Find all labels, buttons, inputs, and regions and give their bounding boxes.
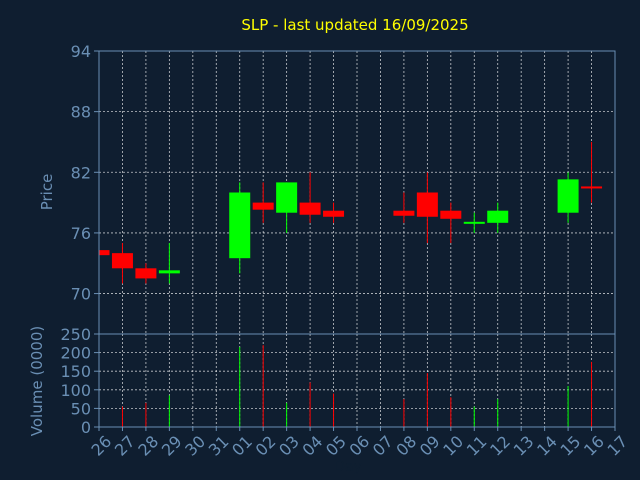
- price-tick-label: 76: [71, 224, 91, 243]
- candle-body: [276, 182, 298, 213]
- volume-tick-label: 100: [60, 381, 91, 400]
- candle-body: [99, 250, 110, 256]
- candle-08: [393, 192, 415, 223]
- candle-body: [135, 268, 157, 279]
- price-y-ticks: 70 76 82 88 94: [71, 42, 99, 304]
- candle-body: [158, 270, 180, 274]
- candle-05: [323, 202, 345, 223]
- candle-15: [557, 172, 579, 223]
- candle-body: [557, 179, 579, 213]
- candle-body: [440, 210, 462, 219]
- candle-body: [416, 192, 438, 217]
- volume-tick-label: 0: [81, 418, 91, 437]
- candle-body: [299, 202, 321, 215]
- candle-body: [581, 186, 603, 189]
- candle-29: [158, 243, 180, 284]
- volume-axis-label: Volume (0000): [28, 326, 46, 436]
- candle-26: [98, 250, 110, 256]
- candle-body: [463, 221, 485, 224]
- price-tick-label: 94: [71, 42, 91, 61]
- candles: [98, 141, 603, 284]
- price-tick-label: 70: [71, 285, 91, 304]
- volume-tick-label: 150: [60, 362, 91, 381]
- chart-title: SLP - last updated 16/09/2025: [241, 16, 468, 34]
- candle-body: [487, 210, 509, 223]
- candle-body: [252, 202, 274, 210]
- candle-02: [252, 182, 274, 223]
- candle-28: [135, 263, 157, 284]
- candle-body: [393, 210, 415, 216]
- volume-tick-label: 50: [71, 399, 91, 418]
- volume-tick-label: 250: [60, 325, 91, 344]
- candle-04: [299, 172, 321, 223]
- price-tick-label: 82: [71, 163, 91, 182]
- candle-09: [416, 172, 438, 244]
- candle-body: [111, 253, 133, 269]
- candle-16: [581, 141, 603, 203]
- candle-11: [463, 212, 485, 233]
- price-tick-label: 88: [71, 103, 91, 122]
- candle-10: [440, 202, 462, 244]
- candle-01: [229, 182, 251, 274]
- volume-bars: [121, 345, 593, 427]
- candle-12: [487, 202, 509, 233]
- x-axis-label: Day: [334, 459, 362, 475]
- candle-27: [111, 243, 133, 284]
- volume-tick-label: 200: [60, 344, 91, 363]
- candle-body: [323, 210, 345, 217]
- price-axis-label: Price: [38, 174, 56, 211]
- candle-03: [276, 182, 298, 233]
- candle-body: [229, 192, 251, 259]
